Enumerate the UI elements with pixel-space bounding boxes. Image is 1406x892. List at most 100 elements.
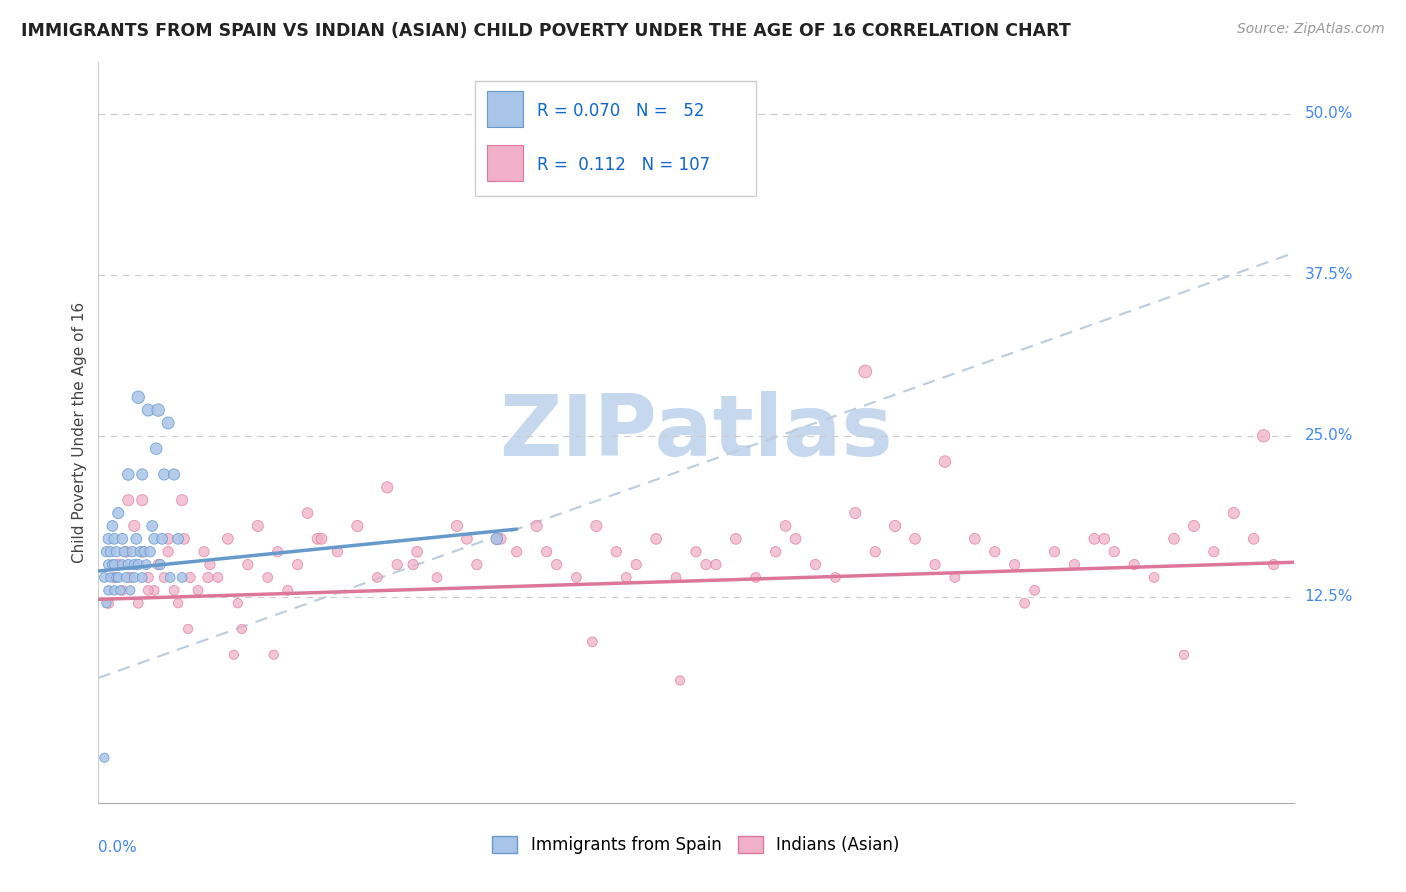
Text: IMMIGRANTS FROM SPAIN VS INDIAN (ASIAN) CHILD POVERTY UNDER THE AGE OF 16 CORREL: IMMIGRANTS FROM SPAIN VS INDIAN (ASIAN) … bbox=[21, 22, 1071, 40]
Point bbox=[127, 558, 149, 572]
Point bbox=[1202, 545, 1225, 559]
Text: ZIPatlas: ZIPatlas bbox=[499, 391, 893, 475]
Point bbox=[222, 648, 245, 662]
Point bbox=[110, 583, 132, 598]
Y-axis label: Child Poverty Under the Age of 16: Child Poverty Under the Age of 16 bbox=[72, 302, 87, 563]
Point bbox=[129, 545, 152, 559]
Point bbox=[197, 570, 219, 584]
Point bbox=[1014, 596, 1036, 610]
Point bbox=[745, 570, 768, 584]
Point bbox=[1243, 532, 1265, 546]
Point bbox=[375, 480, 398, 494]
Point bbox=[167, 596, 190, 610]
Point bbox=[103, 558, 125, 572]
Point bbox=[1083, 532, 1105, 546]
Point bbox=[112, 545, 135, 559]
Point bbox=[157, 416, 180, 430]
Point bbox=[150, 532, 173, 546]
Point bbox=[1223, 506, 1246, 520]
Text: R =  0.112   N = 107: R = 0.112 N = 107 bbox=[537, 155, 710, 174]
Point bbox=[297, 506, 319, 520]
Point bbox=[465, 558, 488, 572]
Point bbox=[136, 403, 159, 417]
Point bbox=[124, 519, 146, 533]
Point bbox=[97, 596, 120, 610]
Point bbox=[277, 583, 299, 598]
Point bbox=[117, 493, 139, 508]
Point bbox=[485, 532, 508, 546]
Point bbox=[98, 545, 122, 559]
Point bbox=[136, 570, 159, 584]
Point bbox=[173, 532, 195, 546]
Point bbox=[207, 570, 229, 584]
Point bbox=[153, 570, 176, 584]
Point bbox=[984, 545, 1007, 559]
Point bbox=[311, 532, 333, 546]
Point bbox=[1123, 558, 1146, 572]
FancyBboxPatch shape bbox=[475, 81, 756, 195]
Text: 50.0%: 50.0% bbox=[1305, 106, 1353, 121]
Point bbox=[111, 532, 134, 546]
Point bbox=[426, 570, 449, 584]
Point bbox=[115, 570, 138, 584]
Point bbox=[785, 532, 807, 546]
Point bbox=[267, 545, 290, 559]
Point bbox=[536, 545, 558, 559]
Legend: Immigrants from Spain, Indians (Asian): Immigrants from Spain, Indians (Asian) bbox=[485, 830, 907, 861]
Text: 37.5%: 37.5% bbox=[1305, 268, 1353, 283]
Point bbox=[1182, 519, 1205, 533]
Point bbox=[724, 532, 747, 546]
Point bbox=[844, 506, 866, 520]
Point bbox=[141, 519, 163, 533]
Point bbox=[127, 596, 149, 610]
Point bbox=[824, 570, 846, 584]
Point bbox=[704, 558, 727, 572]
Point bbox=[884, 519, 907, 533]
Point bbox=[904, 532, 927, 546]
Point bbox=[157, 532, 180, 546]
Point bbox=[1004, 558, 1026, 572]
Point bbox=[626, 558, 648, 572]
Point bbox=[765, 545, 787, 559]
Point bbox=[943, 570, 966, 584]
Point bbox=[217, 532, 239, 546]
Point bbox=[669, 673, 692, 688]
Point bbox=[526, 519, 548, 533]
Point bbox=[111, 558, 134, 572]
Point bbox=[853, 364, 876, 378]
Text: Source: ZipAtlas.com: Source: ZipAtlas.com bbox=[1237, 22, 1385, 37]
Point bbox=[125, 532, 148, 546]
Point bbox=[307, 532, 329, 546]
Point bbox=[366, 570, 388, 584]
Point bbox=[117, 467, 139, 482]
Point bbox=[1063, 558, 1085, 572]
Point bbox=[153, 467, 176, 482]
Point bbox=[134, 545, 156, 559]
Point bbox=[98, 570, 122, 584]
Point bbox=[107, 506, 129, 520]
Point bbox=[124, 558, 146, 572]
Point bbox=[97, 558, 120, 572]
Point bbox=[775, 519, 797, 533]
Point bbox=[187, 583, 209, 598]
Point bbox=[665, 570, 688, 584]
Point bbox=[163, 583, 186, 598]
Point bbox=[193, 545, 215, 559]
Point bbox=[103, 570, 125, 584]
Point bbox=[136, 583, 159, 598]
Point bbox=[115, 545, 138, 559]
Point bbox=[924, 558, 946, 572]
Point bbox=[963, 532, 986, 546]
Point bbox=[865, 545, 887, 559]
Point bbox=[326, 545, 349, 559]
Point bbox=[159, 570, 181, 584]
Point bbox=[546, 558, 568, 572]
Point bbox=[101, 519, 124, 533]
Point bbox=[120, 570, 142, 584]
Point bbox=[96, 545, 118, 559]
Point bbox=[157, 545, 180, 559]
Point bbox=[143, 583, 166, 598]
Point bbox=[172, 570, 194, 584]
Point bbox=[163, 467, 186, 482]
Point bbox=[1104, 545, 1126, 559]
